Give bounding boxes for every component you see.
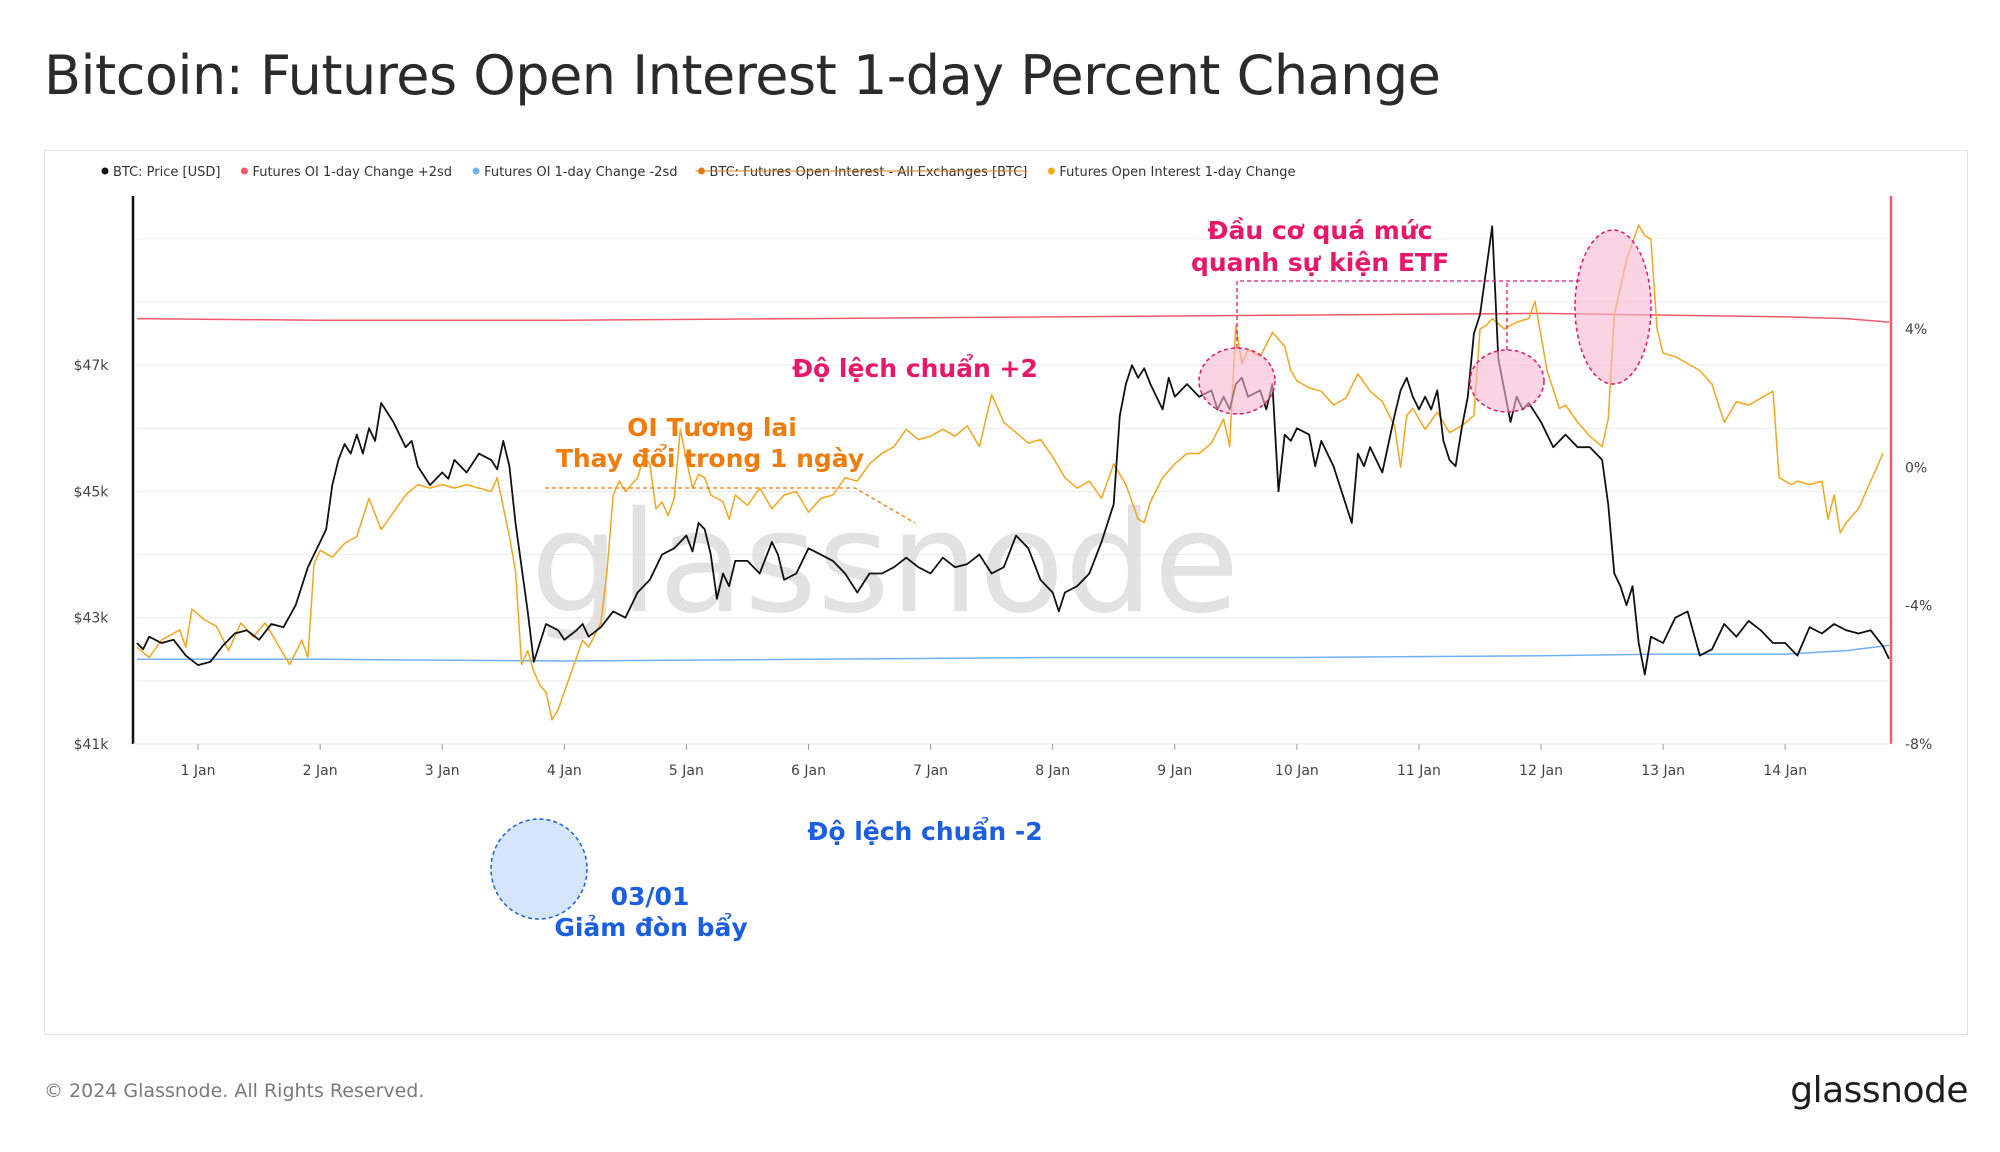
y-right-tick-label: 4%	[1905, 322, 1927, 338]
speculation-highlight-2	[1469, 349, 1545, 413]
x-tick-label: 14 Jan	[1763, 763, 1807, 779]
y-left-tick-label: $45k	[74, 484, 110, 500]
x-tick-label: 10 Jan	[1275, 763, 1319, 779]
series-line-0	[136, 225, 1890, 676]
deleverage-label-line1: 03/01	[611, 882, 690, 911]
minus2sd-label: Độ lệch chuẩn -2	[807, 816, 1042, 846]
legend-label: Futures OI 1-day Change -2sd	[484, 165, 677, 180]
chart: BTC: Price [USD] Futures OI 1-day Change …	[74, 165, 1933, 942]
page-title: Bitcoin: Futures Open Interest 1-day Per…	[44, 44, 1441, 107]
legend-item[interactable]: BTC: Futures Open Interest - All Exchang…	[695, 165, 1028, 180]
legend-label: BTC: Price [USD]	[113, 165, 220, 180]
x-tick-label: 7 Jan	[913, 763, 948, 779]
x-tick-label: 13 Jan	[1641, 763, 1685, 779]
legend-label: BTC: Futures Open Interest - All Exchang…	[709, 165, 1027, 180]
y-left-tick-label: $41k	[74, 737, 110, 753]
oi-label-connector	[545, 487, 916, 524]
legend-item[interactable]: Futures OI 1-day Change -2sd	[472, 165, 678, 180]
series-group	[136, 224, 1890, 721]
chart-frame: BTC: Price [USD] Futures OI 1-day Change …	[44, 150, 1968, 1035]
legend-swatch	[1047, 167, 1055, 175]
glassnode-logo: glassnode	[1790, 1070, 1968, 1111]
legend-label: Futures Open Interest 1-day Change	[1059, 165, 1295, 180]
axes: $41k $43k $45k $47k -8% -4% 0% 4% 1 Jan 2 Jan 3 Ja…	[74, 196, 1932, 779]
y-right-tick-label: -8%	[1905, 737, 1932, 753]
legend-label: Futures OI 1-day Change +2sd	[252, 165, 452, 180]
x-tick-label: 8 Jan	[1035, 763, 1070, 779]
y-right-tick-label: 0%	[1905, 460, 1927, 476]
legend-swatch	[101, 167, 109, 175]
oi-label-line1: OI Tương lai	[627, 413, 797, 442]
legend-item[interactable]: Futures Open Interest 1-day Change	[1047, 165, 1296, 180]
x-tick-label: 5 Jan	[669, 763, 704, 779]
y-left-tick-label: $47k	[74, 358, 110, 374]
oi-label-line2: Thay đổi trong 1 ngày	[556, 443, 864, 473]
annotations: Đầu cơ quá mức quanh sự kiện ETF Độ lệch…	[490, 216, 1652, 942]
series-line-1	[136, 312, 1890, 323]
deleverage-highlight	[490, 818, 588, 920]
y-right-tick-label: -4%	[1905, 599, 1932, 615]
legend-item[interactable]: BTC: Price [USD]	[101, 165, 221, 180]
copyright-text: © 2024 Glassnode. All Rights Reserved.	[44, 1080, 425, 1102]
x-tick-label: 6 Jan	[791, 763, 826, 779]
speculation-highlight-3	[1574, 229, 1652, 385]
x-tick-label: 3 Jan	[425, 763, 460, 779]
watermark: glassnode	[531, 482, 1240, 645]
series-line-3	[136, 224, 1884, 721]
x-tick-label: 4 Jan	[547, 763, 582, 779]
series-line-2	[137, 644, 1890, 662]
y-left-tick-label: $43k	[74, 611, 110, 627]
speculation-connector	[1236, 278, 1580, 348]
legend-swatch	[472, 167, 480, 175]
deleverage-label-line2: Giảm đòn bẩy	[554, 912, 747, 942]
legend-item[interactable]: Futures OI 1-day Change +2sd	[240, 165, 452, 180]
legend-swatch	[240, 167, 248, 175]
x-tick-label: 2 Jan	[303, 763, 338, 779]
speculation-label-line1: Đầu cơ quá mức	[1208, 216, 1433, 245]
x-tick-label: 1 Jan	[181, 763, 216, 779]
speculation-highlight-1	[1198, 347, 1276, 415]
x-tick-label: 9 Jan	[1157, 763, 1192, 779]
x-tick-label: 12 Jan	[1519, 763, 1563, 779]
legend: BTC: Price [USD] Futures OI 1-day Change …	[101, 165, 1296, 180]
plus2sd-label: Độ lệch chuẩn +2	[792, 353, 1038, 383]
speculation-label-line2: quanh sự kiện ETF	[1191, 248, 1449, 277]
x-tick-label: 11 Jan	[1397, 763, 1441, 779]
